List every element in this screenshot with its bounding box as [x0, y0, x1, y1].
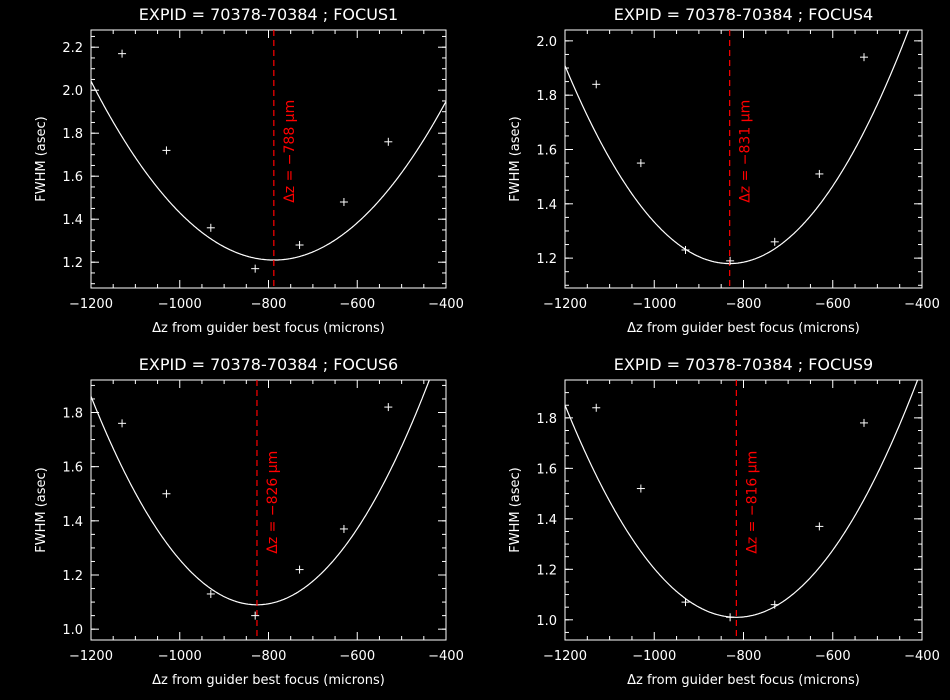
x-tick-label: −400: [428, 297, 464, 312]
y-tick-label: 1.6: [62, 170, 83, 185]
x-tick-label: −800: [251, 649, 287, 664]
y-axis-label: FWHM (asec): [508, 467, 523, 552]
x-axis-label: Δz from guider best focus (microns): [627, 321, 860, 336]
x-tick-label: −400: [904, 297, 940, 312]
data-point: [859, 53, 868, 62]
panel-3: −1200 −1000 −800 −600 −400 1.0 1.2 1.4 1.6 1.8 Δz …: [34, 355, 464, 688]
data-point: [118, 419, 127, 428]
x-tick-label: −1000: [632, 297, 676, 312]
fit-curve: [565, 380, 919, 618]
y-tick-label: 1.8: [536, 89, 557, 104]
data-point: [681, 598, 690, 607]
data-point: [162, 489, 171, 498]
y-tick-label: 1.6: [536, 462, 557, 477]
data-point: [206, 589, 215, 598]
data-point: [162, 146, 171, 155]
x-tick-label: −600: [815, 649, 851, 664]
data-point: [251, 264, 260, 273]
data-point: [295, 241, 304, 249]
y-tick-label: 2.0: [536, 35, 557, 50]
best-focus-label: Δz = −831 μm: [738, 100, 754, 203]
data-point: [770, 237, 779, 246]
y-tick-label: 1.4: [536, 198, 557, 213]
x-tick-label: −600: [815, 297, 851, 312]
y-axis-label: FWHM (asec): [34, 467, 49, 552]
x-axis-label: Δz from guider best focus (microns): [152, 321, 385, 336]
data-point: [384, 137, 393, 146]
x-axis-label: Δz from guider best focus (microns): [152, 673, 385, 688]
chart-title: EXPID = 70378-70384 ; FOCUS4: [614, 5, 873, 24]
y-tick-label: 1.0: [62, 623, 83, 638]
x-tick-label: −1000: [158, 649, 202, 664]
best-focus-label: Δz = −816 μm: [744, 451, 760, 554]
x-tick-label: −1000: [632, 649, 676, 664]
x-tick-label: −400: [428, 649, 464, 664]
x-tick-label: −1200: [543, 297, 587, 312]
y-axis-label: FWHM (asec): [34, 116, 49, 201]
x-tick-label: −1200: [69, 649, 113, 664]
best-focus-label: Δz = −826 μm: [265, 451, 281, 554]
data-point: [251, 611, 260, 620]
data-point: [592, 403, 601, 412]
y-tick-label: 1.4: [62, 515, 83, 530]
x-tick-label: −800: [251, 297, 287, 312]
data-point: [339, 524, 348, 533]
x-tick-label: −400: [904, 649, 940, 664]
data-point: [592, 80, 601, 89]
data-point: [815, 522, 824, 531]
data-point: [726, 613, 735, 622]
chart-title: EXPID = 70378-70384 ; FOCUS9: [614, 355, 873, 374]
best-focus-label: Δz = −788 μm: [282, 100, 298, 203]
data-point: [636, 484, 645, 493]
y-tick-label: 2.0: [62, 84, 83, 99]
x-tick-label: −1200: [69, 297, 113, 312]
y-tick-label: 1.6: [536, 143, 557, 158]
x-tick-label: −800: [726, 297, 762, 312]
data-point: [118, 49, 127, 58]
y-tick-label: 1.0: [536, 614, 557, 629]
fit-curve: [91, 380, 430, 606]
x-tick-label: −1200: [543, 649, 587, 664]
y-tick-label: 1.8: [62, 407, 83, 422]
data-point: [681, 245, 690, 254]
y-tick-label: 1.8: [62, 127, 83, 142]
data-point: [726, 256, 735, 265]
x-tick-label: −800: [726, 649, 762, 664]
data-point: [295, 565, 304, 574]
y-tick-label: 1.2: [536, 563, 557, 578]
fit-curve: [565, 30, 910, 265]
data-point: [815, 169, 824, 178]
y-tick-label: 1.4: [536, 513, 557, 528]
fit-curve: [91, 80, 446, 261]
panel-1: −1200 −1000 −800 −600 −400 1.2 1.4 1.6 1.8 2.0 2.2…: [34, 5, 464, 336]
y-tick-label: 1.4: [62, 213, 83, 228]
x-tick-label: −600: [339, 297, 375, 312]
x-tick-label: −1000: [158, 297, 202, 312]
x-tick-label: −600: [339, 649, 375, 664]
y-tick-label: 1.6: [62, 461, 83, 476]
chart-title: EXPID = 70378-70384 ; FOCUS6: [139, 355, 398, 374]
data-point: [859, 418, 868, 427]
panel-2: −1200 −1000 −800 −600 −400 1.2 1.4 1.6 1.8 2.0 Δz …: [508, 5, 940, 336]
y-tick-label: 1.2: [62, 256, 83, 271]
data-point: [339, 198, 348, 206]
panel-4: −1200 −1000 −800 −600 −400 1.0 1.2 1.4 1.6 1.8 Δz …: [508, 355, 940, 688]
y-tick-label: 2.2: [62, 41, 83, 56]
y-tick-label: 1.2: [62, 569, 83, 584]
y-axis-label: FWHM (asec): [508, 116, 523, 201]
y-tick-label: 1.8: [536, 412, 557, 427]
data-point: [384, 403, 393, 412]
plot-frame: [90, 29, 447, 289]
data-point: [770, 600, 779, 609]
y-tick-label: 1.2: [536, 252, 557, 267]
chart-title: EXPID = 70378-70384 ; FOCUS1: [139, 5, 398, 24]
data-point: [636, 159, 645, 168]
x-axis-label: Δz from guider best focus (microns): [627, 673, 860, 688]
data-point: [206, 223, 215, 232]
